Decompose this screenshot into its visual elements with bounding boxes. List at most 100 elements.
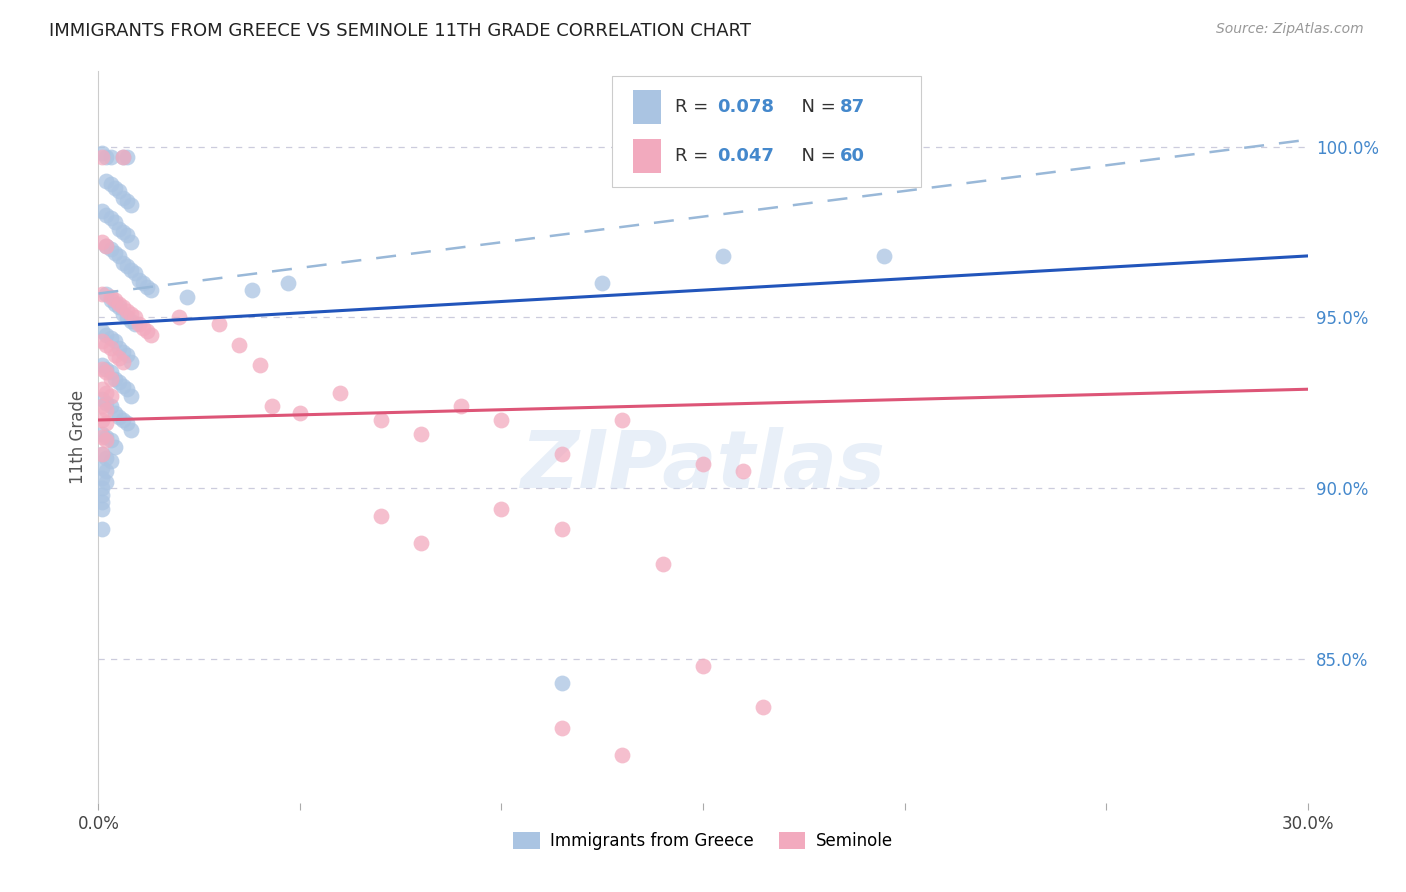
Point xyxy=(100,454,122,468)
Point xyxy=(115,303,138,318)
Point xyxy=(91,460,114,475)
Text: Source: ZipAtlas.com: Source: ZipAtlas.com xyxy=(1216,22,1364,37)
Point xyxy=(115,417,138,431)
Point xyxy=(551,447,574,461)
Point xyxy=(551,676,574,690)
Point xyxy=(115,310,138,325)
Point xyxy=(107,351,129,366)
Point xyxy=(752,700,775,714)
Point xyxy=(96,475,118,489)
Point xyxy=(551,721,574,735)
Point xyxy=(96,174,118,188)
Point xyxy=(100,242,122,256)
Point xyxy=(103,293,125,308)
Point xyxy=(91,400,114,414)
Point xyxy=(96,450,118,465)
Point xyxy=(96,365,118,379)
Point xyxy=(651,557,673,571)
Point xyxy=(91,522,114,536)
Point xyxy=(111,191,134,205)
Point xyxy=(111,344,134,359)
Point xyxy=(139,327,162,342)
Point xyxy=(107,184,129,198)
Point xyxy=(100,365,122,379)
Point xyxy=(208,318,231,332)
Text: R =: R = xyxy=(675,147,714,165)
Point xyxy=(111,413,134,427)
Point xyxy=(115,348,138,362)
Point xyxy=(111,225,134,239)
Point xyxy=(91,426,114,441)
Point xyxy=(135,279,157,293)
Point xyxy=(91,481,114,495)
Point xyxy=(450,400,472,414)
Point xyxy=(120,197,142,211)
Point xyxy=(100,290,122,304)
Point xyxy=(128,318,150,332)
Point xyxy=(100,177,122,191)
Point xyxy=(107,409,129,424)
Point xyxy=(132,277,155,291)
Point xyxy=(91,392,114,407)
Point xyxy=(103,215,125,229)
Point xyxy=(96,286,118,301)
Point xyxy=(260,400,283,414)
Point xyxy=(128,273,150,287)
Point xyxy=(91,488,114,502)
Point xyxy=(249,359,271,373)
Point xyxy=(115,194,138,209)
Point xyxy=(91,382,114,396)
Text: ZIPatlas: ZIPatlas xyxy=(520,427,886,506)
Point xyxy=(409,536,432,550)
Point xyxy=(91,430,114,444)
Point xyxy=(277,277,299,291)
Point xyxy=(370,508,392,523)
Point xyxy=(111,307,134,321)
Text: 0.047: 0.047 xyxy=(717,147,773,165)
Point xyxy=(551,522,574,536)
Point xyxy=(120,423,142,437)
Point xyxy=(103,334,125,349)
Point xyxy=(124,266,146,280)
Point xyxy=(409,426,432,441)
Point xyxy=(711,249,734,263)
Point xyxy=(96,238,118,252)
Point xyxy=(96,208,118,222)
Point xyxy=(91,286,114,301)
Text: 0.078: 0.078 xyxy=(717,98,775,116)
Point xyxy=(91,235,114,250)
Point xyxy=(135,324,157,338)
Point xyxy=(120,314,142,328)
Point xyxy=(103,372,125,386)
Point xyxy=(107,297,129,311)
Point xyxy=(96,150,118,164)
Point xyxy=(370,413,392,427)
Point xyxy=(103,406,125,420)
Text: N =: N = xyxy=(790,98,842,116)
Point xyxy=(120,262,142,277)
Y-axis label: 11th Grade: 11th Grade xyxy=(69,390,87,484)
Point xyxy=(91,324,114,338)
Point xyxy=(96,396,118,410)
Point xyxy=(107,300,129,314)
Point xyxy=(612,413,634,427)
Point xyxy=(91,471,114,485)
Point xyxy=(91,146,114,161)
Point xyxy=(111,150,134,164)
Point xyxy=(96,385,118,400)
Point xyxy=(96,434,118,448)
Point xyxy=(120,307,142,321)
Point xyxy=(100,434,122,448)
Point xyxy=(124,318,146,332)
Point xyxy=(139,283,162,297)
Point xyxy=(91,204,114,219)
Point xyxy=(692,659,714,673)
Point xyxy=(132,320,155,334)
Point xyxy=(91,495,114,509)
Point xyxy=(91,447,114,461)
Point xyxy=(103,180,125,194)
Point xyxy=(103,245,125,260)
Point xyxy=(96,327,118,342)
Point xyxy=(96,238,118,252)
Point xyxy=(124,310,146,325)
